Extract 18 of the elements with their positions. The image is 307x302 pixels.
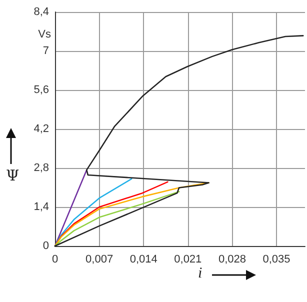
- y-axis-title: Ψ: [6, 166, 20, 184]
- x-tick-label: 0,035: [262, 254, 290, 266]
- x-tick-label: 0,014: [130, 254, 158, 266]
- x-tick-label: 0,028: [218, 254, 246, 266]
- y-tick-label: 8,4: [34, 6, 49, 18]
- x-axis-title: i: [198, 266, 202, 282]
- y-tick-label: 1,4: [34, 201, 49, 213]
- y-tick-label: 2,8: [34, 162, 49, 174]
- y-tick-label: 7: [42, 45, 49, 57]
- x-tick-label: 0,007: [86, 254, 114, 266]
- y-tick-label: 4,2: [34, 123, 49, 135]
- x-tick-label: 0: [52, 254, 58, 266]
- line-series: [54, 191, 180, 247]
- y-tick-label: 0: [42, 240, 49, 252]
- line-series: [54, 178, 132, 247]
- y-tick-label: 5,6: [34, 84, 49, 96]
- x-tick-label: 0,021: [174, 254, 202, 266]
- text: Vs: [38, 28, 52, 40]
